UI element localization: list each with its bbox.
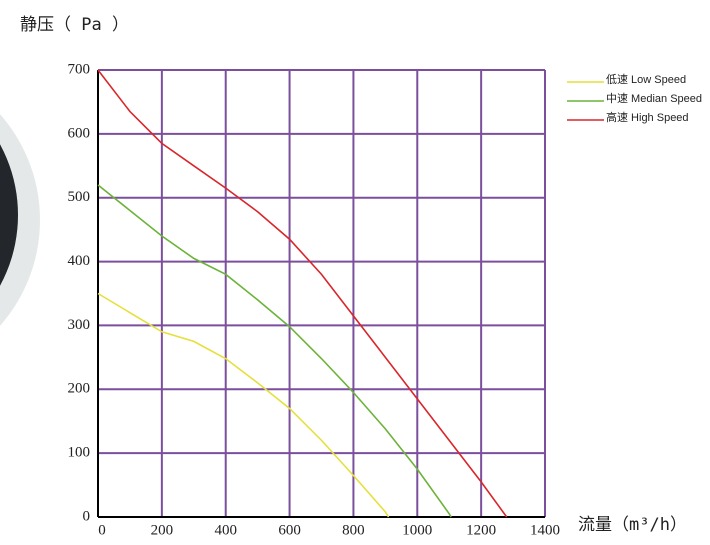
y-tick-label: 700 bbox=[68, 61, 91, 77]
y-tick-label: 600 bbox=[68, 125, 91, 141]
fan-image bbox=[0, 114, 40, 326]
series-line bbox=[97, 292, 390, 518]
legend-label: 中速 Median Speed bbox=[606, 92, 702, 105]
x-tick-label: 200 bbox=[151, 522, 174, 538]
y-tick-label: 100 bbox=[68, 445, 91, 461]
x-tick-label: 1200 bbox=[466, 522, 496, 538]
series-line bbox=[97, 69, 508, 518]
y-tick-label: 500 bbox=[68, 189, 91, 205]
x-tick-label: 0 bbox=[98, 522, 106, 538]
x-tick-label: 600 bbox=[278, 522, 301, 538]
y-tick-label: 200 bbox=[68, 381, 91, 397]
x-tick-label: 800 bbox=[342, 522, 365, 538]
x-axis-title: 流量（m³/h） bbox=[578, 515, 687, 535]
y-tick-label: 0 bbox=[83, 508, 91, 524]
y-tick-label: 300 bbox=[68, 317, 91, 333]
series-line bbox=[97, 184, 452, 518]
legend-label: 高速 High Speed bbox=[606, 110, 689, 124]
y-axis-title: 静压（ Pa ） bbox=[20, 15, 129, 35]
y-tick-label: 400 bbox=[68, 253, 91, 269]
x-tick-label: 1000 bbox=[402, 522, 432, 538]
legend-label: 低速 Low Speed bbox=[606, 73, 686, 86]
x-tick-label: 400 bbox=[214, 522, 237, 538]
x-tick-label: 1400 bbox=[530, 522, 560, 538]
